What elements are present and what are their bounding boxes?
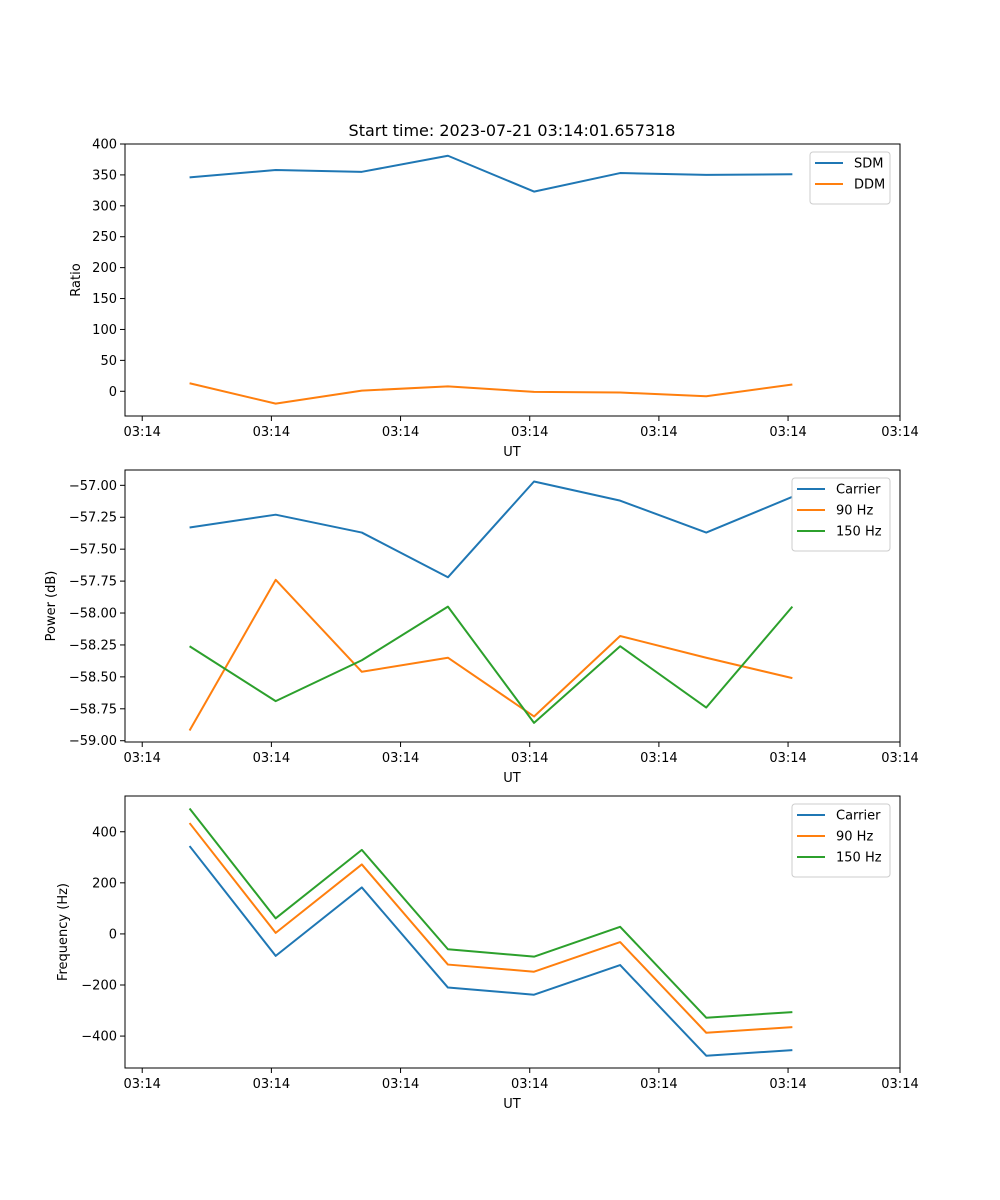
x-tick-label: 03:14 [382, 425, 419, 440]
x-tick-label: 03:14 [881, 1077, 918, 1092]
x-tick-label: 03:14 [253, 1077, 290, 1092]
legend-label: SDM [854, 157, 883, 172]
legend-label: 90 Hz [836, 830, 873, 845]
y-tick-label: −200 [81, 978, 117, 993]
x-tick-label: 03:14 [640, 425, 677, 440]
series-line-carrier [188, 845, 793, 1057]
y-tick-label: 50 [100, 354, 117, 369]
y-tick-label: −58.50 [69, 670, 117, 685]
x-tick-label: 03:14 [253, 751, 290, 766]
x-tick-label: 03:14 [123, 1077, 160, 1092]
x-tick-label: 03:14 [511, 751, 548, 766]
legend: Carrier 90 Hz 150 Hz [791, 477, 891, 552]
y-tick-label: −57.50 [69, 543, 117, 558]
x-tick-label: 03:14 [123, 751, 160, 766]
y-axis-label: Frequency (Hz) [56, 883, 71, 981]
x-tick-label: 03:14 [769, 751, 806, 766]
x-tick-label: 03:14 [511, 425, 548, 440]
y-tick-label: 350 [92, 168, 117, 183]
legend-label: Carrier [836, 809, 881, 824]
legend-label: 90 Hz [836, 504, 873, 519]
y-tick-label: 100 [92, 323, 117, 338]
plot-frame [124, 469, 901, 743]
series-line-150-hz [188, 807, 793, 1019]
x-tick-label: 03:14 [382, 751, 419, 766]
legend-label: 150 Hz [836, 851, 882, 866]
frequency-panel: Frequency (Hz) UT 03:14 03:14 03:14 03:14 03… [56, 795, 919, 1112]
x-axis-label: UT [503, 1097, 521, 1112]
x-tick-label: 03:14 [881, 425, 918, 440]
y-axis-label: Power (dB) [44, 571, 59, 642]
ratio-panel: Start time: 2023-07-21 03:14:01.657318 R… [69, 121, 919, 460]
y-tick-label: 200 [92, 261, 117, 276]
plot-frame [124, 795, 901, 1069]
series-line-ddm [189, 382, 793, 405]
legend: SDM DDM [809, 151, 891, 205]
y-tick-label: −57.00 [69, 479, 117, 494]
y-tick-label: 0 [109, 927, 117, 942]
x-tick-label: 03:14 [253, 425, 290, 440]
chart-title: Start time: 2023-07-21 03:14:01.657318 [349, 121, 676, 140]
x-tick-label: 03:14 [769, 425, 806, 440]
series-line-150-hz [189, 605, 794, 724]
y-tick-label: −400 [81, 1030, 117, 1045]
y-tick-label: −57.75 [69, 575, 117, 590]
y-tick-label: −58.75 [69, 702, 117, 717]
y-tick-label: 400 [92, 825, 117, 840]
legend-label: DDM [854, 178, 885, 193]
legend-label: 150 Hz [836, 525, 882, 540]
x-tick-label: 03:14 [640, 751, 677, 766]
legend-box [791, 803, 891, 878]
y-tick-label: −58.25 [69, 638, 117, 653]
y-tick-label: 150 [92, 292, 117, 307]
y-tick-label: 0 [109, 385, 117, 400]
series-line-90-hz [188, 578, 793, 732]
x-tick-label: 03:14 [123, 425, 160, 440]
power-panel: Power (dB) UT 03:14 03:14 03:14 03:14 03:14 0… [44, 469, 919, 786]
x-tick-label: 03:14 [382, 1077, 419, 1092]
y-tick-label: 250 [92, 230, 117, 245]
y-tick-label: −57.25 [69, 511, 117, 526]
x-tick-label: 03:14 [769, 1077, 806, 1092]
series-line-carrier [189, 480, 793, 579]
legend: Carrier 90 Hz 150 Hz [791, 803, 891, 878]
y-axis-label: Ratio [69, 263, 84, 296]
x-tick-label: 03:14 [881, 751, 918, 766]
series-line-sdm [189, 154, 793, 193]
legend-box [791, 477, 891, 552]
x-tick-label: 03:14 [511, 1077, 548, 1092]
legend-box [809, 151, 891, 205]
y-tick-label: −59.00 [69, 734, 117, 749]
x-tick-label: 03:14 [640, 1077, 677, 1092]
y-tick-label: 200 [92, 876, 117, 891]
y-tick-label: 400 [92, 138, 117, 153]
x-axis-label: UT [503, 445, 521, 460]
y-tick-label: −58.00 [69, 607, 117, 622]
plot-frame [124, 143, 901, 417]
x-axis-label: UT [503, 771, 521, 786]
series-line-90-hz [188, 822, 793, 1034]
legend-label: Carrier [836, 483, 881, 498]
y-tick-label: 300 [92, 199, 117, 214]
